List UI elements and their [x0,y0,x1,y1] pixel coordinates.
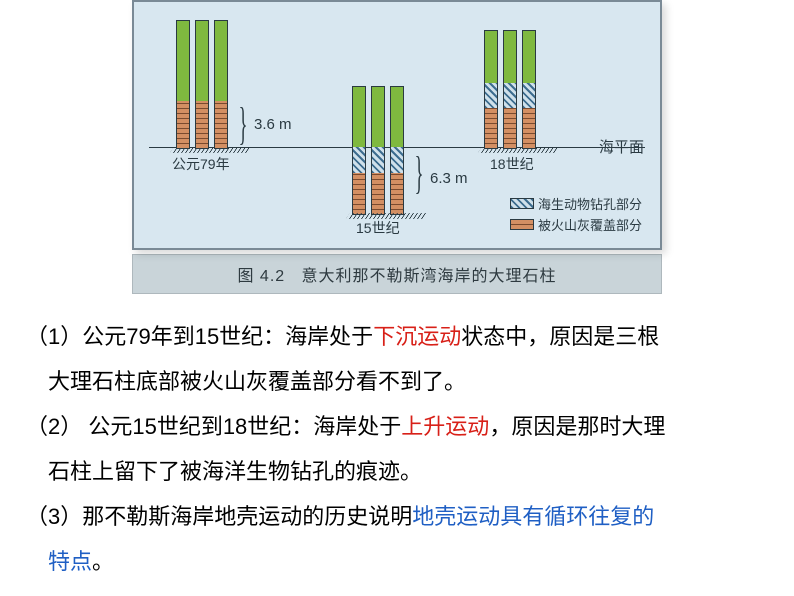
answer-1-line2: 大理石柱底部被火山灰覆盖部分看不到了。 [26,359,768,404]
figure-caption: 图 4.2 意大利那不勒斯湾海岸的大理石柱 [132,254,662,294]
era-label-g1: 公元79年 [172,154,230,174]
dimension-1: 3.6 m [254,116,292,133]
answers-block: （1）公元79年到15世纪：海岸处于下沉运动状态中，原因是三根 大理石柱底部被火… [0,308,794,585]
answer-3-line2: 特点。 [26,539,768,584]
pillar [503,30,517,149]
a2-highlight: 上升运动 [401,414,489,439]
pillar [214,20,228,149]
pillar [195,20,209,149]
pillar [390,86,404,215]
a1-pre: （1）公元79年到15世纪：海岸处于 [26,324,373,349]
legend-swatch-ash [510,219,534,230]
legend-label-bio: 海生动物钻孔部分 [538,194,642,213]
pillar [352,86,366,215]
a3-post: 。 [92,549,114,574]
era-label-g3: 18世纪 [490,154,534,174]
pillar [176,20,190,149]
a1-post: 状态中，原因是三根 [461,324,659,349]
sea-level-label: 海平面 [599,136,644,157]
legend-row-ash: 被火山灰覆盖部分 [510,215,642,234]
a2-post: ，原因是那时大理 [489,414,665,439]
figure-container: 海平面 公元79年 } 3.6 m 15世纪 } 6.3 m 18世 [132,0,662,294]
answer-1-line1: （1）公元79年到15世纪：海岸处于下沉运动状态中，原因是三根 [26,314,768,359]
caption-title: 意大利那不勒斯湾海岸的大理石柱 [302,268,557,285]
a3-highlight-b: 特点 [48,549,92,574]
legend-label-ash: 被火山灰覆盖部分 [538,215,642,234]
caption-prefix: 图 4.2 [237,268,285,285]
a1-highlight: 下沉运动 [373,324,461,349]
pillar-group-18c [484,30,536,149]
a3-pre: （3）那不勒斯海岸地壳运动的历史说明 [26,504,412,529]
legend: 海生动物钻孔部分 被火山灰覆盖部分 [510,194,642,236]
pillar [522,30,536,149]
answer-2-line2: 石柱上留下了被海洋生物钻孔的痕迹。 [26,449,768,494]
legend-swatch-bio [510,198,534,209]
diagram-panel: 海平面 公元79年 } 3.6 m 15世纪 } 6.3 m 18世 [132,0,662,250]
brace-icon: } [239,97,248,150]
a3-highlight-a: 地壳运动具有循环往复的 [412,504,654,529]
legend-row-bio: 海生动物钻孔部分 [510,194,642,213]
pillar [484,30,498,149]
pillar [371,86,385,215]
dimension-2: 6.3 m [430,170,468,187]
pillar-group-15c [352,86,404,215]
a2-pre: （2） 公元15世纪到18世纪：海岸处于 [26,414,401,439]
era-label-g2: 15世纪 [356,218,400,238]
answer-3-line1: （3）那不勒斯海岸地壳运动的历史说明地壳运动具有循环往复的 [26,494,768,539]
answer-2-line1: （2） 公元15世纪到18世纪：海岸处于上升运动，原因是那时大理 [26,404,768,449]
brace-icon: } [415,146,424,199]
pillar-group-79ad [176,20,228,149]
